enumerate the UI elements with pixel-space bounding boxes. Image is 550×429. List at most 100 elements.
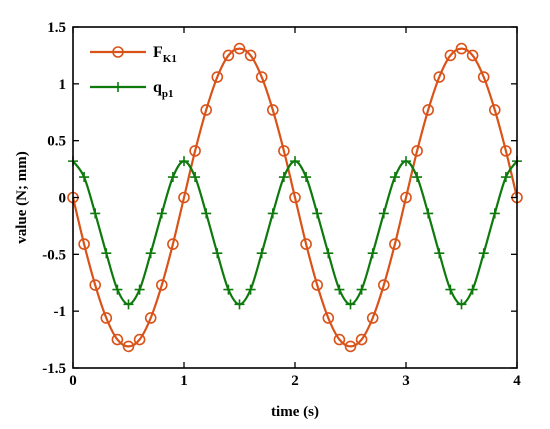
- data-point-plus: [489, 208, 500, 219]
- y-tick-label: 1: [59, 77, 67, 93]
- y-tick-label: 0.5: [47, 134, 66, 150]
- data-point-plus: [423, 208, 434, 219]
- data-point-plus: [412, 172, 423, 183]
- data-point-circle: [333, 333, 346, 346]
- data-point-circle: [233, 42, 246, 55]
- data-point-plus: [245, 284, 256, 295]
- data-point-circle: [466, 49, 479, 62]
- data-point-plus: [401, 156, 411, 167]
- data-point-plus: [434, 248, 445, 259]
- data-point-circle: [344, 340, 357, 353]
- data-point-plus: [345, 299, 356, 310]
- legend-label-fk1: FK1: [153, 44, 177, 65]
- data-point-circle: [111, 333, 124, 346]
- data-point-plus: [445, 284, 456, 295]
- x-tick-label: 2: [291, 373, 299, 389]
- data-point-circle: [289, 191, 301, 204]
- data-point-circle: [122, 340, 135, 353]
- tick-labels: 0 1 2 3 4 -1.5 -1 -0.5 0 0.5 1 1.5: [42, 20, 521, 389]
- legend-label-qp1: qp1: [153, 79, 174, 100]
- data-point-circle: [100, 312, 113, 324]
- data-point-circle: [500, 145, 512, 157]
- data-point-circle: [189, 145, 201, 157]
- legend-name-fk1: F: [153, 44, 163, 61]
- legend-marker-qp1: [113, 82, 123, 92]
- legend-entry-qp1: qp1: [90, 79, 174, 100]
- x-axis-label: time (s): [271, 404, 319, 420]
- data-point-circle: [211, 71, 224, 83]
- data-point-plus: [334, 284, 345, 295]
- data-point-circle: [444, 49, 457, 62]
- data-point-plus: [223, 284, 234, 295]
- legend-subscript-qp1: p1: [162, 88, 174, 100]
- data-point-circle: [433, 71, 446, 83]
- data-point-plus: [256, 248, 267, 259]
- data-point-plus: [190, 172, 201, 183]
- data-point-plus: [145, 248, 156, 259]
- data-point-plus: [167, 172, 178, 183]
- data-point-circle: [133, 333, 146, 346]
- legend-marker-fk1: [112, 46, 124, 58]
- data-point-circle: [78, 238, 90, 250]
- data-point-circle: [377, 279, 390, 291]
- data-point-circle: [178, 191, 190, 204]
- data-point-circle: [255, 71, 268, 83]
- data-point-plus: [212, 248, 223, 259]
- x-tick-label: 1: [180, 373, 188, 389]
- data-point-plus: [467, 284, 478, 295]
- data-point-circle: [156, 279, 168, 291]
- data-point-plus: [201, 208, 212, 219]
- y-tick-label: 1.5: [47, 20, 66, 36]
- data-point-plus: [234, 299, 245, 310]
- data-point-plus: [112, 284, 123, 295]
- data-point-plus: [478, 248, 489, 259]
- y-tick-label: -1.5: [42, 361, 66, 377]
- data-point-circle: [411, 145, 423, 157]
- data-point-circle: [89, 279, 101, 291]
- legend-entry-fk1: FK1: [90, 44, 177, 65]
- data-point-circle: [200, 104, 212, 116]
- data-point-plus: [290, 156, 300, 167]
- legend-name-qp1: q: [153, 79, 162, 96]
- data-point-circle: [477, 71, 490, 83]
- data-point-circle: [488, 104, 501, 116]
- data-point-plus: [90, 208, 101, 219]
- data-point-circle: [389, 238, 401, 250]
- data-point-plus: [356, 284, 367, 295]
- data-point-circle: [355, 333, 368, 346]
- data-point-plus: [101, 248, 112, 259]
- data-point-circle: [322, 312, 335, 324]
- series-line-0: [71, 47, 519, 348]
- data-point-circle: [266, 104, 279, 116]
- data-point-circle: [455, 42, 468, 55]
- legend: FK1 qp1: [90, 44, 177, 100]
- legend-subscript-fk1: K1: [163, 53, 177, 65]
- data-point-circle: [167, 238, 179, 250]
- data-point-plus: [323, 248, 334, 259]
- y-tick-label: -1: [54, 304, 67, 320]
- data-point-circle: [366, 312, 379, 324]
- data-point-plus: [134, 284, 145, 295]
- data-point-circle: [244, 49, 257, 62]
- data-point-plus: [389, 172, 400, 183]
- data-point-plus: [123, 299, 134, 310]
- y-axis-label: value (N; mm): [14, 151, 30, 243]
- data-point-circle: [311, 279, 324, 291]
- data-point-circle: [300, 238, 312, 250]
- x-tick-label: 3: [402, 373, 410, 389]
- data-point-plus: [179, 156, 189, 167]
- x-tick-label: 0: [69, 373, 77, 389]
- data-point-plus: [312, 208, 323, 219]
- axis-ticks: [72, 26, 518, 369]
- data-point-circle: [422, 104, 435, 116]
- data-point-plus: [301, 172, 312, 183]
- data-point-circle: [144, 312, 157, 324]
- data-point-plus: [156, 208, 167, 219]
- y-tick-label: 0: [59, 191, 67, 207]
- data-point-plus: [500, 172, 511, 183]
- data-point-plus: [456, 299, 467, 310]
- data-point-plus: [367, 248, 378, 259]
- data-point-plus: [378, 208, 389, 219]
